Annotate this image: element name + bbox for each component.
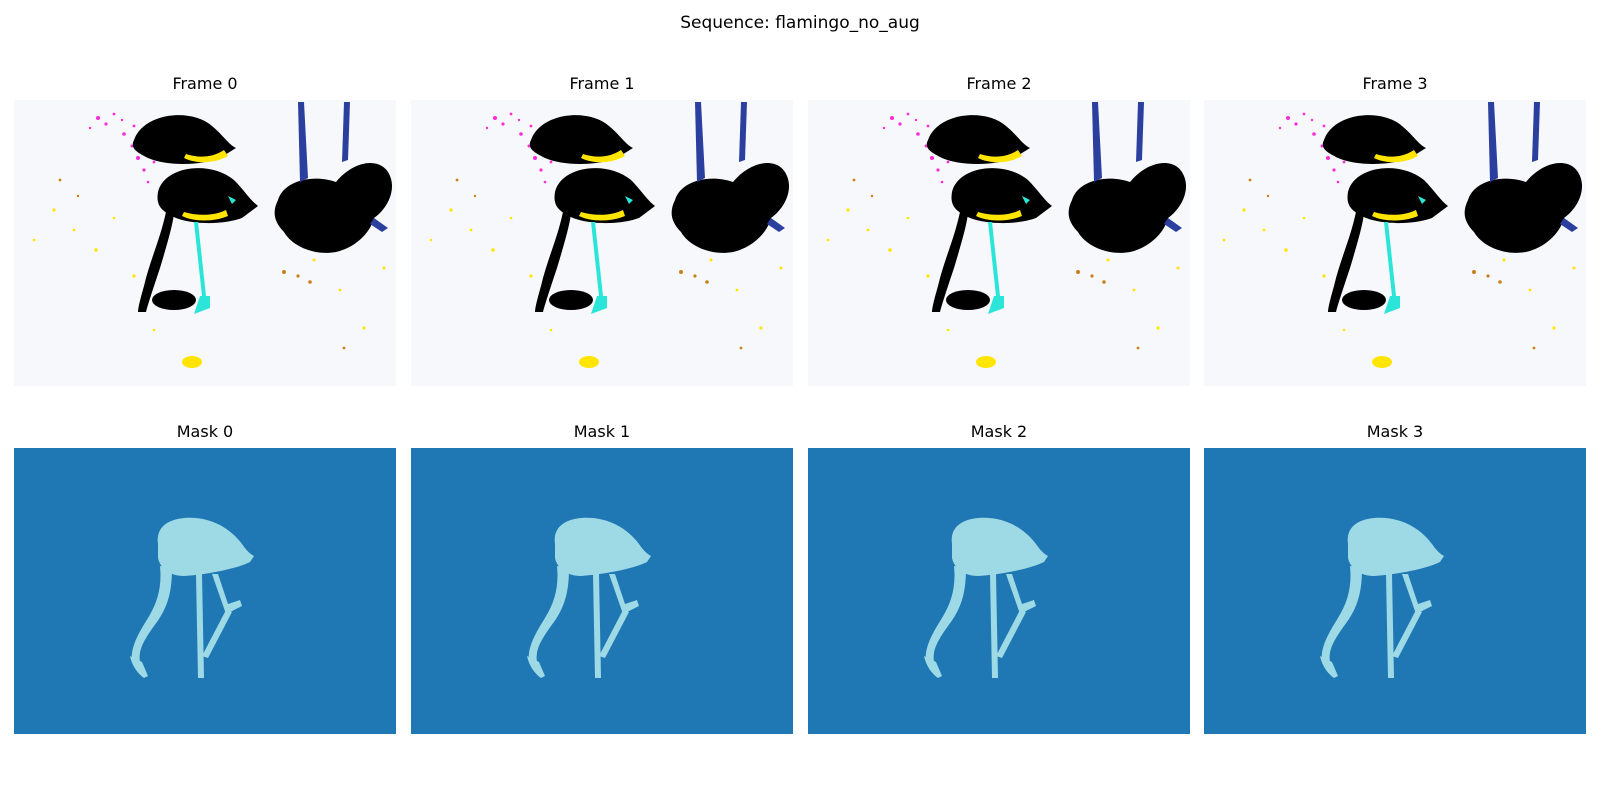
frame-3-title: Frame 3 — [1362, 74, 1428, 93]
frame-3-image — [1204, 100, 1586, 386]
frame-2-title: Frame 2 — [966, 74, 1032, 93]
frame-1-image — [411, 100, 793, 386]
mask-3-image — [1204, 448, 1586, 734]
figure-title: Sequence: flamingo_no_aug — [680, 13, 920, 33]
frame-2-image — [808, 100, 1190, 386]
frame-0-image — [14, 100, 396, 386]
frame-0-title: Frame 0 — [172, 74, 238, 93]
mask-3-title: Mask 3 — [1366, 422, 1424, 441]
frame-1-title: Frame 1 — [569, 74, 635, 93]
mask-2-title: Mask 2 — [970, 422, 1028, 441]
mask-1-image — [411, 448, 793, 734]
mask-0-title: Mask 0 — [176, 422, 234, 441]
mask-1-title: Mask 1 — [573, 422, 631, 441]
mask-0-image — [14, 448, 396, 734]
mask-2-image — [808, 448, 1190, 734]
